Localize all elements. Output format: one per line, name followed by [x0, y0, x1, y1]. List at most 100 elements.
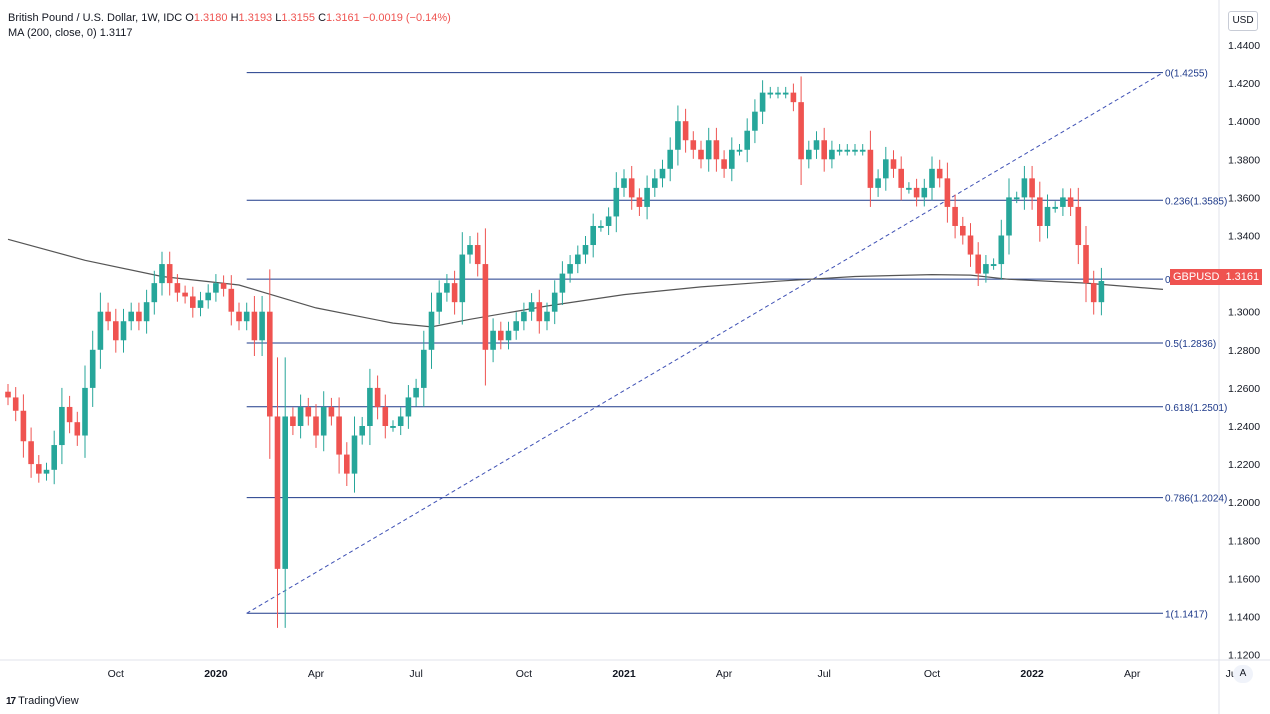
candle-body [752, 111, 758, 131]
candle-body [467, 245, 473, 255]
fib-level-label: 0(1.4255) [1165, 69, 1208, 80]
time-tick-label: Jul [409, 668, 422, 680]
candle-body [682, 121, 689, 141]
candle-body [528, 302, 535, 312]
candle-body [82, 387, 88, 436]
candle-body [89, 349, 96, 388]
candle-body [220, 283, 227, 289]
candle [605, 207, 612, 236]
candle [682, 108, 689, 153]
candle [521, 302, 527, 331]
candle [313, 404, 319, 448]
diagonal-trend-line [246, 72, 1164, 614]
currency-button[interactable]: USD [1228, 11, 1258, 31]
candle [983, 255, 989, 283]
candle [790, 83, 797, 112]
candle [898, 156, 904, 201]
candle [43, 462, 50, 481]
candle-body [844, 149, 851, 152]
tradingview-logo[interactable]: 17 TradingView [6, 695, 79, 707]
candle [1060, 188, 1066, 216]
candle-body [944, 178, 951, 207]
candle [482, 228, 489, 386]
candle [921, 178, 928, 207]
candle [89, 330, 96, 407]
symbol-ohlc-line: British Pound / U.S. Dollar, 1W, IDC O1.… [8, 11, 451, 26]
candle [382, 394, 389, 439]
ma-indicator-legend[interactable]: MA (200, close, 0) 1.3117 [8, 27, 133, 39]
candle [1006, 178, 1012, 255]
price-tick-label: 1.2800 [1228, 345, 1260, 357]
candle [20, 394, 27, 458]
time-axis[interactable]: Oct2020AprJulOct2021AprJulOct2022AprJul [108, 668, 1239, 680]
candle-body [159, 264, 165, 284]
candle-body [652, 178, 658, 188]
candle [328, 397, 335, 426]
candle [1090, 270, 1097, 315]
price-tick-label: 1.4200 [1228, 78, 1260, 90]
fib-level-label: 0.786(1.2024) [1165, 494, 1227, 505]
candle [590, 213, 596, 258]
candle [628, 165, 635, 210]
candle [151, 270, 158, 315]
candle-body [1006, 197, 1012, 236]
time-tick-label: Oct [924, 668, 940, 680]
candle [105, 302, 111, 331]
candle [767, 86, 774, 99]
candle-body [1090, 283, 1097, 303]
candle-body [836, 149, 843, 152]
time-tick-label: Apr [1124, 668, 1141, 680]
candle-body [513, 321, 519, 331]
candle-body [667, 149, 673, 169]
trend-line[interactable] [246, 72, 1164, 614]
candle-body [51, 445, 57, 470]
candle [536, 289, 543, 334]
candle-body [821, 140, 827, 160]
candle-body [143, 302, 150, 322]
candle-body [998, 235, 1005, 265]
time-tick-label: Apr [716, 668, 733, 680]
candle-body [344, 454, 350, 474]
candle [1052, 201, 1058, 213]
candle-body [136, 311, 142, 322]
auto-scale-button[interactable]: A [1233, 665, 1253, 683]
candle-body [74, 422, 81, 436]
candle-body [113, 321, 119, 341]
candlestick-series [5, 76, 1105, 628]
candle [652, 169, 658, 197]
candle [775, 86, 781, 99]
candle [813, 131, 820, 159]
candle [367, 368, 373, 446]
candle [636, 188, 643, 216]
price-tick-label: 1.2400 [1228, 421, 1260, 433]
candle-body [1029, 178, 1035, 198]
candle [598, 220, 604, 232]
candle-body [228, 288, 235, 312]
candle-body [890, 159, 897, 169]
candle [421, 330, 427, 407]
candle-body [328, 406, 335, 417]
candle [1037, 181, 1043, 242]
candle [74, 411, 81, 446]
price-tag-value: 1.3161 [1225, 271, 1260, 283]
candle-body [151, 283, 158, 303]
candle-body [729, 149, 735, 169]
price-axis[interactable]: 1.44001.42001.40001.38001.36001.34001.32… [1228, 40, 1260, 662]
candle-body [906, 187, 912, 190]
candle [236, 302, 242, 331]
candle [883, 146, 889, 191]
candle-body [1075, 206, 1082, 246]
candle-body [990, 264, 997, 266]
candle [836, 144, 843, 156]
price-tick-label: 1.2000 [1228, 497, 1260, 509]
candle-body [921, 187, 928, 198]
candle [182, 285, 188, 304]
candle-body [390, 426, 396, 428]
candle [136, 302, 142, 331]
candle-body [297, 406, 304, 426]
candle [906, 182, 912, 194]
candle [990, 258, 997, 270]
candle-body [690, 140, 697, 150]
close-value: 1.3161 [326, 12, 360, 24]
